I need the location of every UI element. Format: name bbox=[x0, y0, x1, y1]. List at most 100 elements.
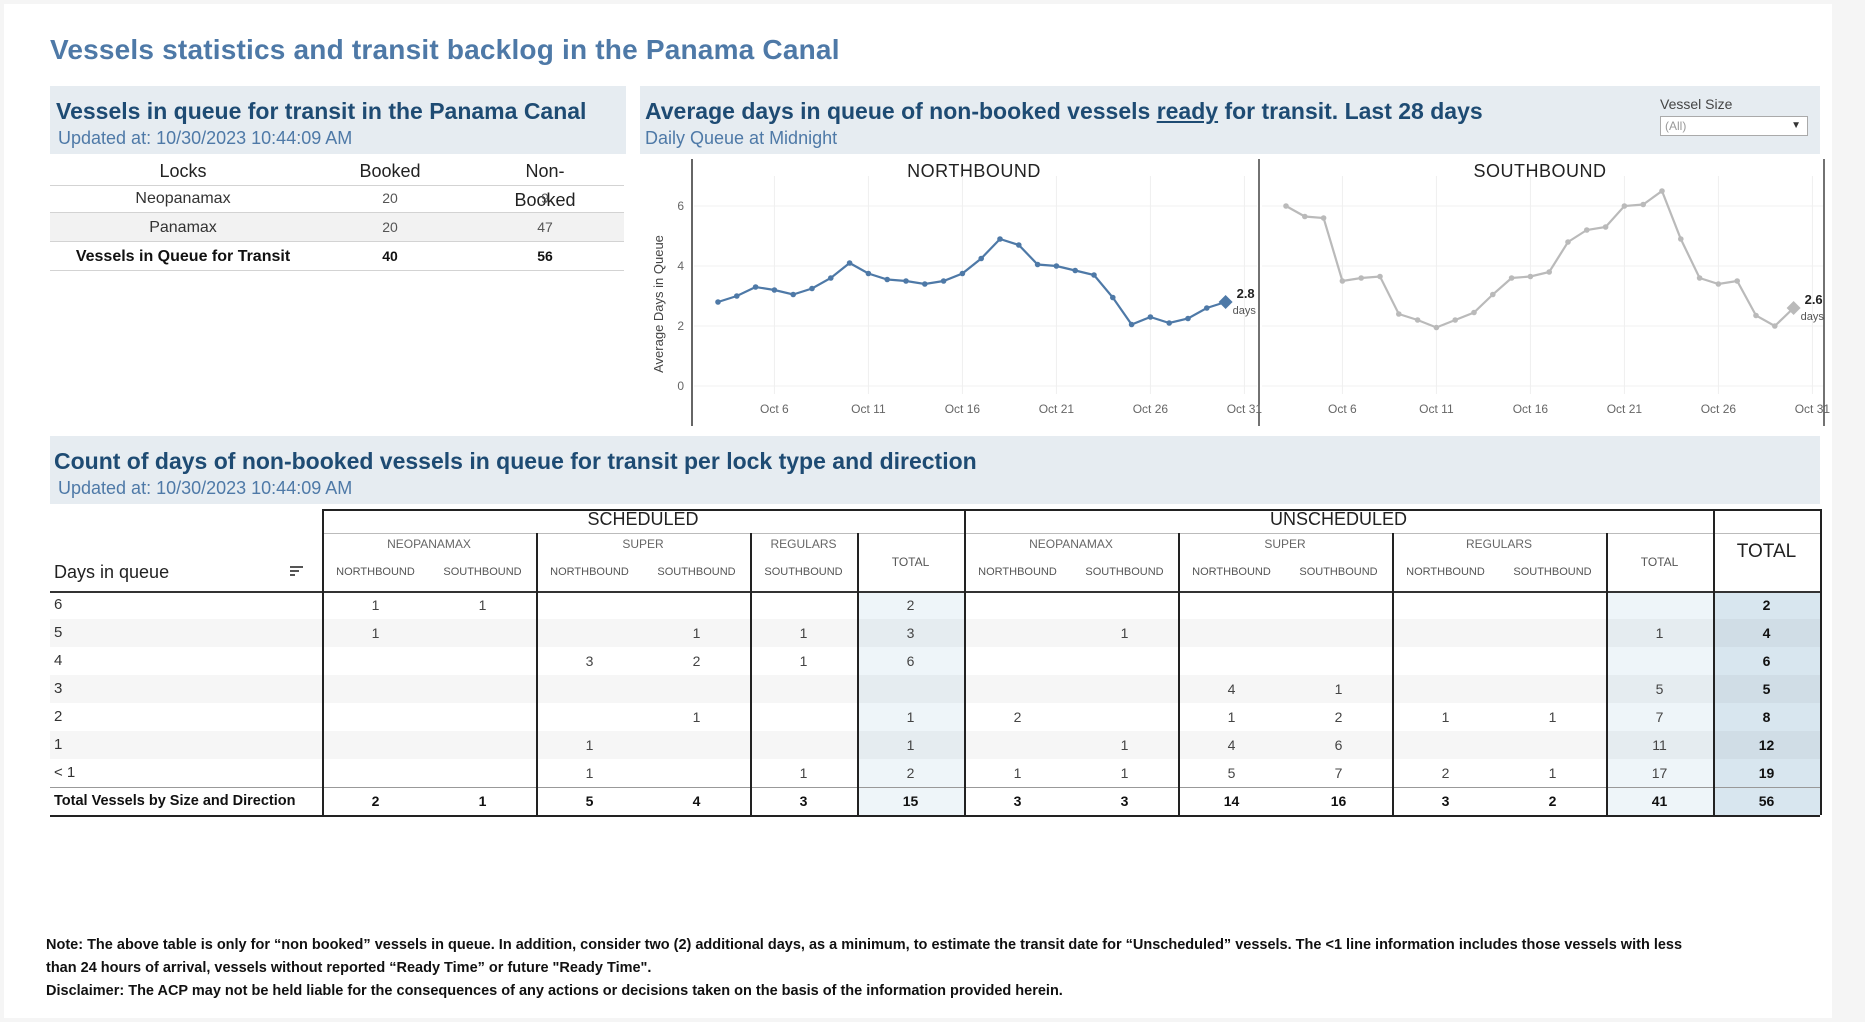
data-point[interactable] bbox=[1053, 263, 1060, 269]
table-cell: 1 bbox=[1334, 681, 1343, 697]
data-point[interactable] bbox=[828, 275, 834, 281]
table-cell: 2 bbox=[1762, 597, 1771, 613]
data-point[interactable] bbox=[1320, 215, 1327, 221]
table-cell: 2 bbox=[1334, 709, 1343, 725]
data-point[interactable] bbox=[1414, 317, 1421, 323]
data-point[interactable] bbox=[1302, 213, 1308, 220]
data-point[interactable] bbox=[790, 291, 796, 298]
col-divider bbox=[536, 533, 538, 815]
data-point[interactable] bbox=[846, 260, 853, 266]
data-point[interactable] bbox=[1584, 227, 1590, 233]
data-point[interactable] bbox=[1185, 315, 1191, 322]
data-point[interactable] bbox=[1283, 203, 1289, 209]
data-point[interactable] bbox=[1358, 275, 1364, 281]
disclaimer: Disclaimer: The ACP may not be held liab… bbox=[46, 983, 1063, 999]
data-point[interactable] bbox=[1640, 201, 1646, 208]
x-tick-label: Oct 16 bbox=[945, 402, 981, 416]
subgroup-header: NEOPANAMAX bbox=[387, 537, 471, 551]
data-point[interactable] bbox=[752, 284, 759, 290]
table-cell: 3 bbox=[906, 625, 915, 641]
data-point[interactable] bbox=[1527, 273, 1534, 280]
data-point[interactable] bbox=[1016, 242, 1022, 248]
data-point[interactable] bbox=[959, 270, 966, 277]
end-point-marker[interactable] bbox=[1786, 301, 1801, 315]
table-cell: 2 bbox=[906, 597, 915, 613]
table-cell bbox=[322, 703, 429, 731]
non-booked-header: Non-Booked bbox=[514, 161, 576, 210]
sort-icon[interactable] bbox=[290, 564, 304, 578]
locks-row-total: Vessels in Queue for Transit 40 56 bbox=[50, 242, 624, 271]
table-cell bbox=[429, 647, 536, 675]
data-point[interactable] bbox=[1091, 272, 1097, 278]
data-point[interactable] bbox=[1433, 324, 1440, 331]
data-point[interactable] bbox=[1166, 320, 1172, 326]
data-point[interactable] bbox=[734, 293, 740, 299]
total-cell: 1 bbox=[478, 793, 487, 809]
scheduled-total-header: TOTAL bbox=[891, 555, 930, 569]
table-cell: 2 bbox=[906, 765, 915, 781]
scheduled-header: SCHEDULED bbox=[587, 509, 699, 529]
group-rule bbox=[322, 533, 1820, 534]
data-point[interactable] bbox=[922, 281, 928, 287]
note-line-2: than 24 hours of arrival, vessels withou… bbox=[46, 960, 652, 976]
data-point[interactable] bbox=[1034, 261, 1041, 268]
table-cell bbox=[1392, 591, 1499, 619]
note-line-1: Note: The above table is only for “non b… bbox=[46, 937, 1683, 953]
table-cell bbox=[536, 591, 643, 619]
data-point[interactable] bbox=[1396, 311, 1402, 317]
data-point[interactable] bbox=[884, 276, 890, 283]
data-point[interactable] bbox=[1110, 294, 1116, 301]
data-point[interactable] bbox=[1147, 314, 1154, 320]
data-point[interactable] bbox=[1490, 291, 1496, 298]
data-point[interactable] bbox=[1072, 267, 1078, 274]
data-point[interactable] bbox=[1204, 305, 1210, 311]
data-point[interactable] bbox=[1377, 273, 1383, 280]
table-cell bbox=[964, 619, 1071, 647]
table-cell: 1 bbox=[799, 765, 808, 781]
data-point[interactable] bbox=[1659, 188, 1665, 194]
data-point[interactable] bbox=[978, 255, 984, 262]
data-point[interactable] bbox=[865, 270, 872, 277]
data-point[interactable] bbox=[1678, 236, 1684, 242]
total-cell: 56 bbox=[1758, 793, 1775, 809]
data-point[interactable] bbox=[1715, 281, 1722, 287]
table-cell: 6 bbox=[1762, 653, 1771, 669]
data-point[interactable] bbox=[1546, 269, 1552, 275]
subgroup-header: REGULARS bbox=[770, 537, 837, 551]
data-point[interactable] bbox=[1753, 312, 1759, 319]
table-cell bbox=[1071, 647, 1178, 675]
data-point[interactable] bbox=[1471, 309, 1477, 316]
table-cell bbox=[750, 591, 857, 619]
total-cell: 15 bbox=[902, 793, 919, 809]
subgroup-header: REGULARS bbox=[1465, 537, 1533, 551]
data-point[interactable] bbox=[1734, 278, 1740, 284]
data-point[interactable] bbox=[1339, 278, 1346, 284]
data-point[interactable] bbox=[771, 287, 778, 293]
data-point[interactable] bbox=[1452, 317, 1458, 323]
end-point-marker[interactable] bbox=[1218, 295, 1233, 309]
table-cell bbox=[1392, 619, 1499, 647]
data-point[interactable] bbox=[809, 285, 815, 292]
data-point[interactable] bbox=[940, 278, 947, 284]
data-point[interactable] bbox=[715, 299, 721, 305]
table-cell: 1 bbox=[906, 737, 915, 753]
table-cell bbox=[1392, 647, 1499, 675]
total-cell: 4 bbox=[692, 793, 701, 809]
data-point[interactable] bbox=[1565, 239, 1571, 245]
data-point[interactable] bbox=[997, 236, 1003, 242]
table-cell bbox=[429, 731, 536, 759]
x-tick-label: Oct 26 bbox=[1133, 402, 1169, 416]
data-point[interactable] bbox=[1621, 203, 1628, 209]
data-point[interactable] bbox=[1772, 323, 1778, 329]
data-point[interactable] bbox=[1602, 224, 1609, 230]
table-cell bbox=[1071, 591, 1178, 619]
data-point[interactable] bbox=[1696, 275, 1703, 281]
table-cell bbox=[1178, 647, 1285, 675]
data-point[interactable] bbox=[1508, 275, 1515, 281]
table-cell: 7 bbox=[1334, 765, 1343, 781]
data-point[interactable] bbox=[903, 278, 909, 284]
vessel-size-dropdown[interactable]: (All) ▼ bbox=[1660, 116, 1808, 136]
count-panel-title: Count of days of non-booked vessels in q… bbox=[54, 448, 977, 474]
data-point[interactable] bbox=[1128, 321, 1135, 328]
table-cell bbox=[1499, 619, 1606, 647]
